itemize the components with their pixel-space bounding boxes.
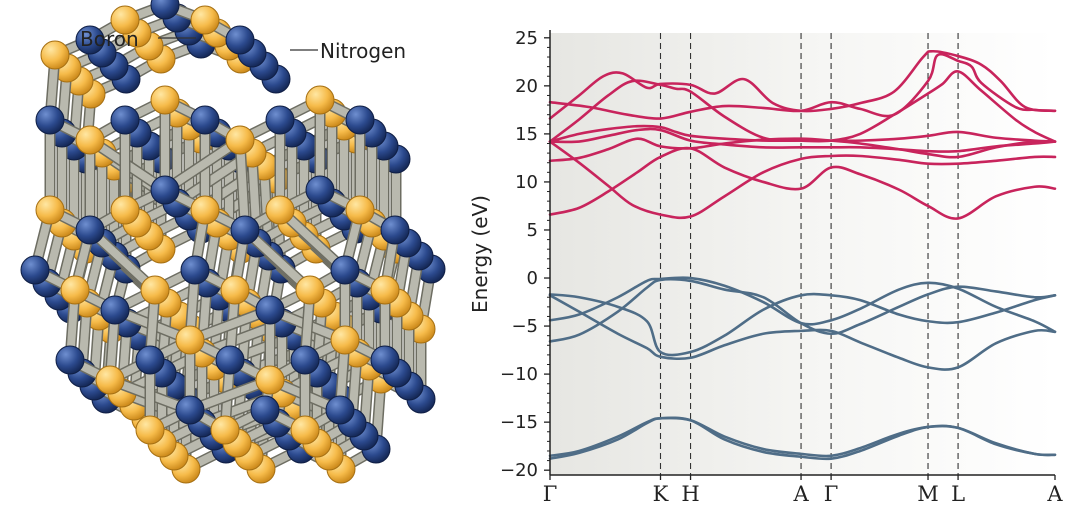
nitrogen-atom [330, 255, 360, 285]
valence-band-9 [548, 294, 1057, 371]
boron-atom [110, 195, 140, 225]
boron-atom [190, 5, 220, 35]
boron-atom [330, 325, 360, 355]
nitrogen-atom [180, 255, 210, 285]
nitrogen-atom [55, 345, 85, 375]
nitrogen-atom [230, 215, 260, 245]
conduction-band-3 [548, 127, 1057, 153]
nitrogen-atom [100, 295, 130, 325]
nitrogen-atom [345, 105, 375, 135]
valence-band-11 [548, 278, 1057, 343]
boron-atom [225, 125, 255, 155]
kpoint-label-5: M [917, 482, 939, 506]
y-tick-label: −20 [500, 460, 538, 481]
y-tick-label: 10 [515, 172, 538, 193]
boron-atom [345, 195, 375, 225]
nitrogen-atom [35, 105, 65, 135]
boron-atom [95, 365, 125, 395]
lattice-layers [20, 0, 446, 484]
nitrogen-label: Nitrogen [320, 39, 406, 63]
y-tick-label: 0 [527, 268, 538, 289]
conduction-band-5 [548, 49, 1057, 120]
nitrogen-atom [380, 215, 410, 245]
boron-atom [135, 415, 165, 445]
kpoint-label-4: Γ [824, 482, 839, 506]
nitrogen-atom [255, 295, 285, 325]
nitrogen-atom [215, 345, 245, 375]
kpoint-label-3: A [792, 482, 809, 506]
nitrogen-atom [135, 345, 165, 375]
nitrogen-atom [75, 215, 105, 245]
kpoint-label-6: L [951, 482, 965, 506]
boron-atom [190, 195, 220, 225]
conduction-band-7 [548, 146, 1057, 220]
boron-atom [305, 85, 335, 115]
kpoint-label-7: A [1046, 482, 1063, 506]
boron-label: Boron [80, 27, 139, 51]
boron-atom [265, 195, 295, 225]
y-tick-label: 15 [515, 124, 538, 145]
bands [548, 49, 1057, 461]
boron-atom [175, 325, 205, 355]
nitrogen-atom [110, 105, 140, 135]
conduction-band-4 [548, 53, 1057, 120]
plot-area [550, 33, 1055, 475]
nitrogen-atom [175, 395, 205, 425]
y-tick-label: −10 [500, 364, 538, 385]
boron-atom [60, 275, 90, 305]
boron-atom [40, 40, 70, 70]
nitrogen-atom [305, 175, 335, 205]
bond [86, 226, 159, 294]
bond [276, 206, 349, 274]
boron-atom [295, 275, 325, 305]
boron-atom [150, 85, 180, 115]
nitrogen-atom [20, 255, 50, 285]
y-tick-label: 20 [515, 76, 538, 97]
kpoint-label-1: K [653, 482, 669, 506]
boron-nitride-structure: Boron Nitrogen [20, 0, 446, 484]
y-tick-label: −15 [500, 412, 538, 433]
boron-atom [370, 275, 400, 305]
boron-atom [140, 275, 170, 305]
boron-atom [290, 415, 320, 445]
bond [161, 136, 244, 194]
conduction-band-2 [548, 140, 1057, 220]
boron-atom [220, 275, 250, 305]
high-symmetry-lines [659, 33, 959, 475]
nitrogen-atom [225, 25, 255, 55]
conduction-band-6 [548, 137, 1057, 163]
nitrogen-atom [150, 175, 180, 205]
nitrogen-atom [75, 25, 105, 55]
kpoint-label-2: H [681, 482, 699, 506]
y-tick-label: −5 [511, 316, 538, 337]
y-tick-label: 5 [527, 220, 538, 241]
y-tick-label: 25 [515, 28, 538, 49]
nitrogen-atom [290, 345, 320, 375]
bond [236, 136, 249, 234]
nitrogen-atom [250, 395, 280, 425]
y-ticks: −20 −15 −10 −5 0 5 10 15 20 25 [500, 28, 550, 481]
nitrogen-atom [150, 0, 180, 20]
bond [241, 226, 314, 294]
valence-band-8 [548, 292, 1057, 357]
nitrogen-atom [190, 105, 220, 135]
boron-atom [110, 5, 140, 35]
boron-atom [75, 125, 105, 155]
kpoint-label-0: Γ [543, 482, 558, 506]
y-axis-label: Energy (eV) [468, 195, 492, 313]
valence-band-13 [548, 416, 1057, 461]
nitrogen-atom [370, 345, 400, 375]
boron-atom [35, 195, 65, 225]
nitrogen-atom [265, 105, 295, 135]
boron-atom [210, 415, 240, 445]
boron-atom [255, 365, 285, 395]
nitrogen-atom [325, 395, 355, 425]
